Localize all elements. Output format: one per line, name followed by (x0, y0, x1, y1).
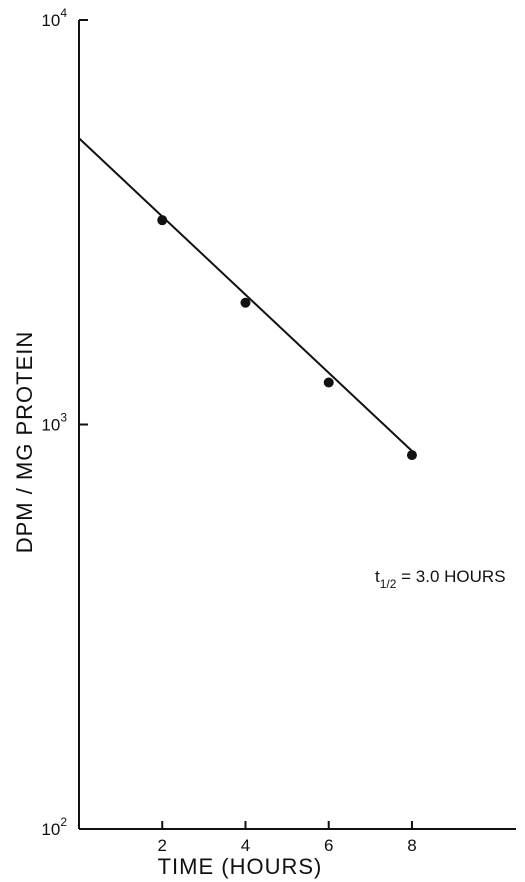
half-life-annotation: t1/2 = 3.0 HOURS (375, 567, 506, 591)
x-tick-label: 4 (241, 836, 250, 855)
y-tick-label: 104 (41, 6, 67, 30)
y-tick-label-base: 10 (41, 11, 60, 30)
y-axis-ticks (79, 19, 88, 830)
half-life-value: = 3.0 HOURS (396, 567, 505, 586)
data-point (240, 297, 251, 308)
half-life-subscript: 1/2 (380, 577, 397, 591)
x-tick-label: 8 (407, 836, 416, 855)
y-axis-title: DPM / MG PROTEIN (12, 331, 37, 554)
data-point (323, 377, 334, 388)
x-axis-ticks (161, 821, 413, 829)
y-tick-label-exponent: 4 (60, 6, 67, 20)
x-tick-label: 6 (324, 836, 333, 855)
fit-line (78, 137, 413, 452)
data-points (157, 215, 417, 461)
data-point (157, 215, 168, 226)
x-tick-label: 2 (158, 836, 167, 855)
axes (78, 20, 516, 830)
y-tick-label: 102 (41, 815, 67, 839)
x-axis-title: TIME (HOURS) (158, 854, 323, 879)
y-tick-label: 103 (41, 411, 67, 435)
y-tick-label-base: 10 (41, 820, 60, 839)
half-life-prefix: t (375, 567, 380, 586)
y-tick-label-base: 10 (41, 416, 60, 435)
y-tick-label-exponent: 3 (60, 411, 67, 425)
data-point (406, 450, 417, 461)
x-axis-tick-labels: 2 4 6 8 (158, 836, 417, 855)
y-tick-label-exponent: 2 (60, 815, 67, 829)
